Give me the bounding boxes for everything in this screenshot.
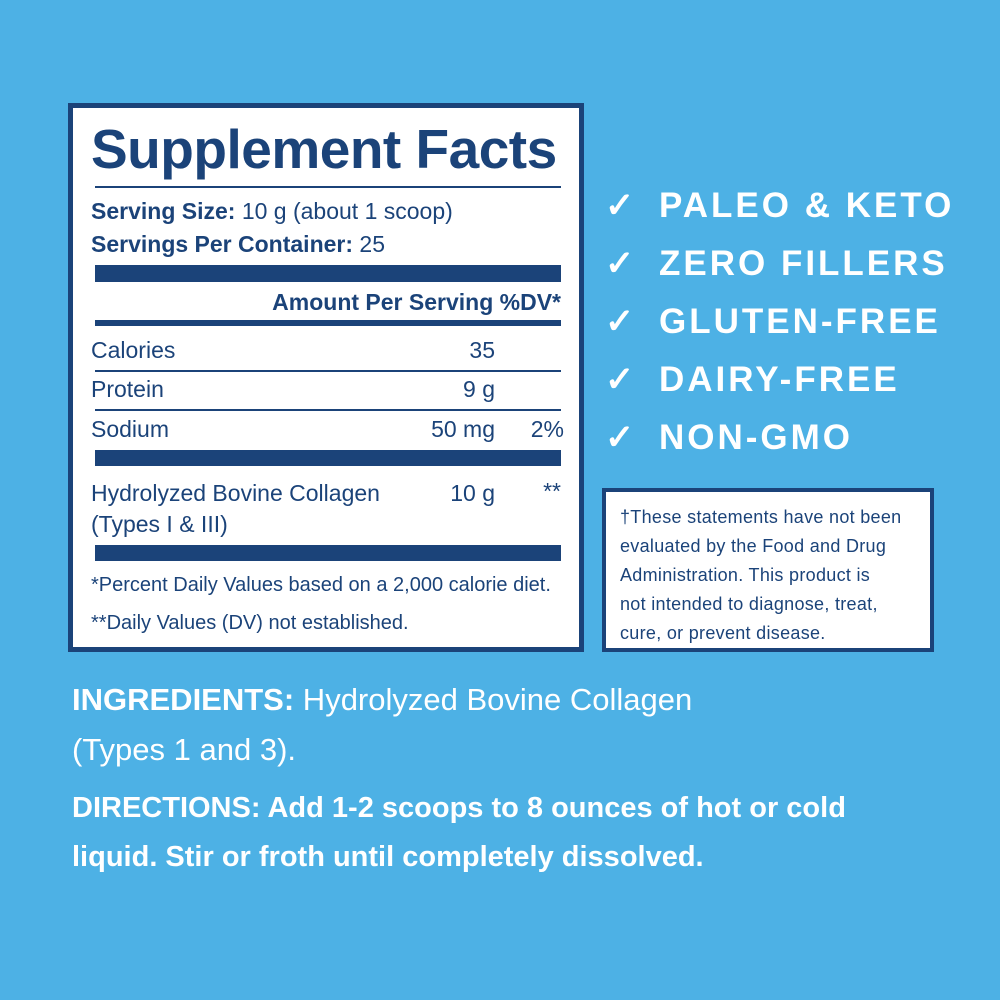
directions-line2: liquid. Stir or froth until completely d… (72, 841, 704, 873)
divider-medium (95, 320, 561, 326)
servings-label: Servings Per Container: (91, 231, 354, 257)
disclaimer-line: not intended to diagnose, treat, (620, 594, 878, 614)
row-amount: 9 g (463, 376, 495, 402)
serving-size-value: 10 g (about 1 scoop) (235, 198, 453, 224)
disclaimer-line: †These statements have not been (620, 507, 902, 527)
ingredients-line2: (Types 1 and 3). (72, 732, 297, 767)
fda-disclaimer: †These statements have not been evaluate… (602, 488, 934, 652)
claim-item: ✓ NON-GMO (605, 418, 854, 457)
facts-title: Supplement Facts (91, 118, 557, 180)
claim-item: ✓ DAIRY-FREE (605, 360, 900, 399)
divider (95, 186, 561, 188)
claim-item: ✓ PALEO & KETO (605, 186, 955, 225)
ingredients-label: INGREDIENTS: (72, 682, 295, 717)
row-amount: 10 g (450, 480, 495, 506)
row-amount: 50 mg (431, 416, 495, 442)
serving-size-label: Serving Size: (91, 198, 236, 224)
footnote-dv: *Percent Daily Values based on a 2,000 c… (91, 574, 551, 596)
row-dv: 2% (530, 416, 564, 442)
row-name: Sodium (91, 416, 169, 442)
amount-header: Amount Per Serving %DV* (272, 289, 561, 315)
claim-item: ✓ GLUTEN-FREE (605, 302, 941, 341)
row-name: Hydrolyzed Bovine Collagen (91, 480, 380, 506)
footnote-not-established: **Daily Values (DV) not established. (91, 612, 409, 634)
divider-thick (95, 545, 561, 561)
ingredients: INGREDIENTS: Hydrolyzed Bovine Collagen (72, 682, 693, 717)
check-icon: ✓ (605, 186, 638, 225)
disclaimer-line: cure, or prevent disease. (620, 623, 826, 643)
disclaimer-line: Administration. This product is (620, 565, 871, 585)
directions: DIRECTIONS: Add 1-2 scoops to 8 ounces o… (72, 792, 846, 824)
servings-per-container: Servings Per Container: 25 (91, 233, 385, 256)
claim-item: ✓ ZERO FILLERS (605, 244, 948, 283)
check-icon: ✓ (605, 418, 638, 457)
row-name: Protein (91, 376, 164, 402)
row-name: Calories (91, 337, 176, 363)
divider-thick (95, 265, 561, 282)
divider-thick (95, 450, 561, 466)
check-icon: ✓ (605, 244, 638, 283)
check-icon: ✓ (605, 302, 638, 341)
divider (95, 409, 561, 411)
serving-size: Serving Size: 10 g (about 1 scoop) (91, 200, 453, 223)
disclaimer-line: evaluated by the Food and Drug (620, 536, 887, 556)
divider (95, 370, 561, 372)
supplement-facts-panel: Supplement Facts Serving Size: 10 g (abo… (68, 103, 584, 652)
row-amount: 35 (469, 337, 495, 363)
check-icon: ✓ (605, 360, 638, 399)
row-dv: ** (543, 478, 561, 504)
servings-value: 25 (353, 231, 386, 257)
row-name-subtitle: (Types I & III) (91, 511, 228, 537)
